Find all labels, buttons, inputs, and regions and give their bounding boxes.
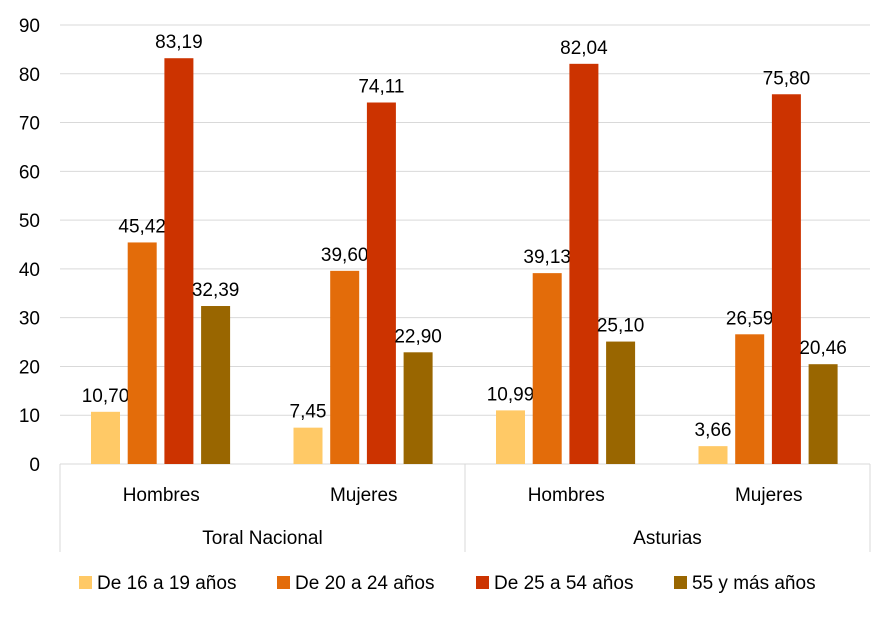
bar bbox=[403, 352, 433, 464]
bar bbox=[91, 411, 120, 464]
bar bbox=[127, 242, 157, 464]
data-label: 45,42 bbox=[118, 216, 166, 237]
bar bbox=[569, 63, 599, 464]
y-tick-label: 90 bbox=[19, 16, 40, 37]
data-label: 20,46 bbox=[799, 338, 847, 359]
data-label: 7,45 bbox=[290, 402, 327, 423]
y-tick-label: 70 bbox=[19, 114, 40, 135]
bar bbox=[532, 273, 562, 464]
x-category-label: Hombres bbox=[123, 485, 200, 506]
legend-swatch bbox=[476, 576, 489, 589]
data-label: 10,99 bbox=[487, 384, 535, 405]
x-group-label: Asturias bbox=[633, 528, 702, 549]
legend-label: 55 y más años bbox=[692, 573, 816, 594]
data-label: 25,10 bbox=[597, 316, 645, 337]
data-label: 74,11 bbox=[358, 77, 404, 98]
data-label: 32,39 bbox=[192, 280, 240, 301]
data-label: 3,66 bbox=[695, 420, 732, 441]
bar bbox=[164, 58, 194, 465]
x-group-label: Toral Nacional bbox=[202, 528, 322, 549]
bar bbox=[201, 306, 231, 464]
bar bbox=[366, 102, 396, 465]
y-tick-label: 50 bbox=[19, 211, 40, 232]
data-label: 82,04 bbox=[560, 38, 608, 59]
data-label: 39,60 bbox=[321, 245, 369, 266]
bar bbox=[330, 270, 360, 464]
legend-swatch bbox=[674, 576, 687, 589]
y-tick-label: 60 bbox=[19, 162, 40, 183]
legend-swatch bbox=[79, 576, 92, 589]
data-label: 83,19 bbox=[155, 32, 203, 53]
x-category-label: Mujeres bbox=[735, 485, 803, 506]
y-tick-label: 30 bbox=[19, 309, 40, 330]
x-category-label: Mujeres bbox=[330, 485, 398, 506]
x-category-label: Hombres bbox=[528, 485, 605, 506]
y-tick-label: 10 bbox=[19, 406, 40, 427]
legend-label: De 25 a 54 años bbox=[494, 573, 633, 594]
legend-label: De 16 a 19 años bbox=[97, 573, 236, 594]
data-label: 39,13 bbox=[523, 247, 571, 268]
data-label: 22,90 bbox=[394, 326, 442, 347]
legend-swatch bbox=[277, 576, 290, 589]
data-label: 10,70 bbox=[82, 386, 130, 407]
y-tick-label: 80 bbox=[19, 65, 40, 86]
data-label: 26,59 bbox=[726, 308, 774, 329]
bar bbox=[606, 341, 636, 464]
y-tick-label: 0 bbox=[29, 455, 40, 476]
bar bbox=[771, 94, 801, 465]
y-tick-label: 40 bbox=[19, 260, 40, 281]
legend-label: De 20 a 24 años bbox=[295, 573, 434, 594]
bar bbox=[735, 334, 765, 464]
bar bbox=[698, 446, 728, 464]
bar bbox=[496, 410, 525, 464]
bar bbox=[808, 364, 838, 464]
data-label: 75,80 bbox=[763, 68, 811, 89]
y-tick-label: 20 bbox=[19, 357, 40, 378]
bar bbox=[293, 427, 323, 464]
